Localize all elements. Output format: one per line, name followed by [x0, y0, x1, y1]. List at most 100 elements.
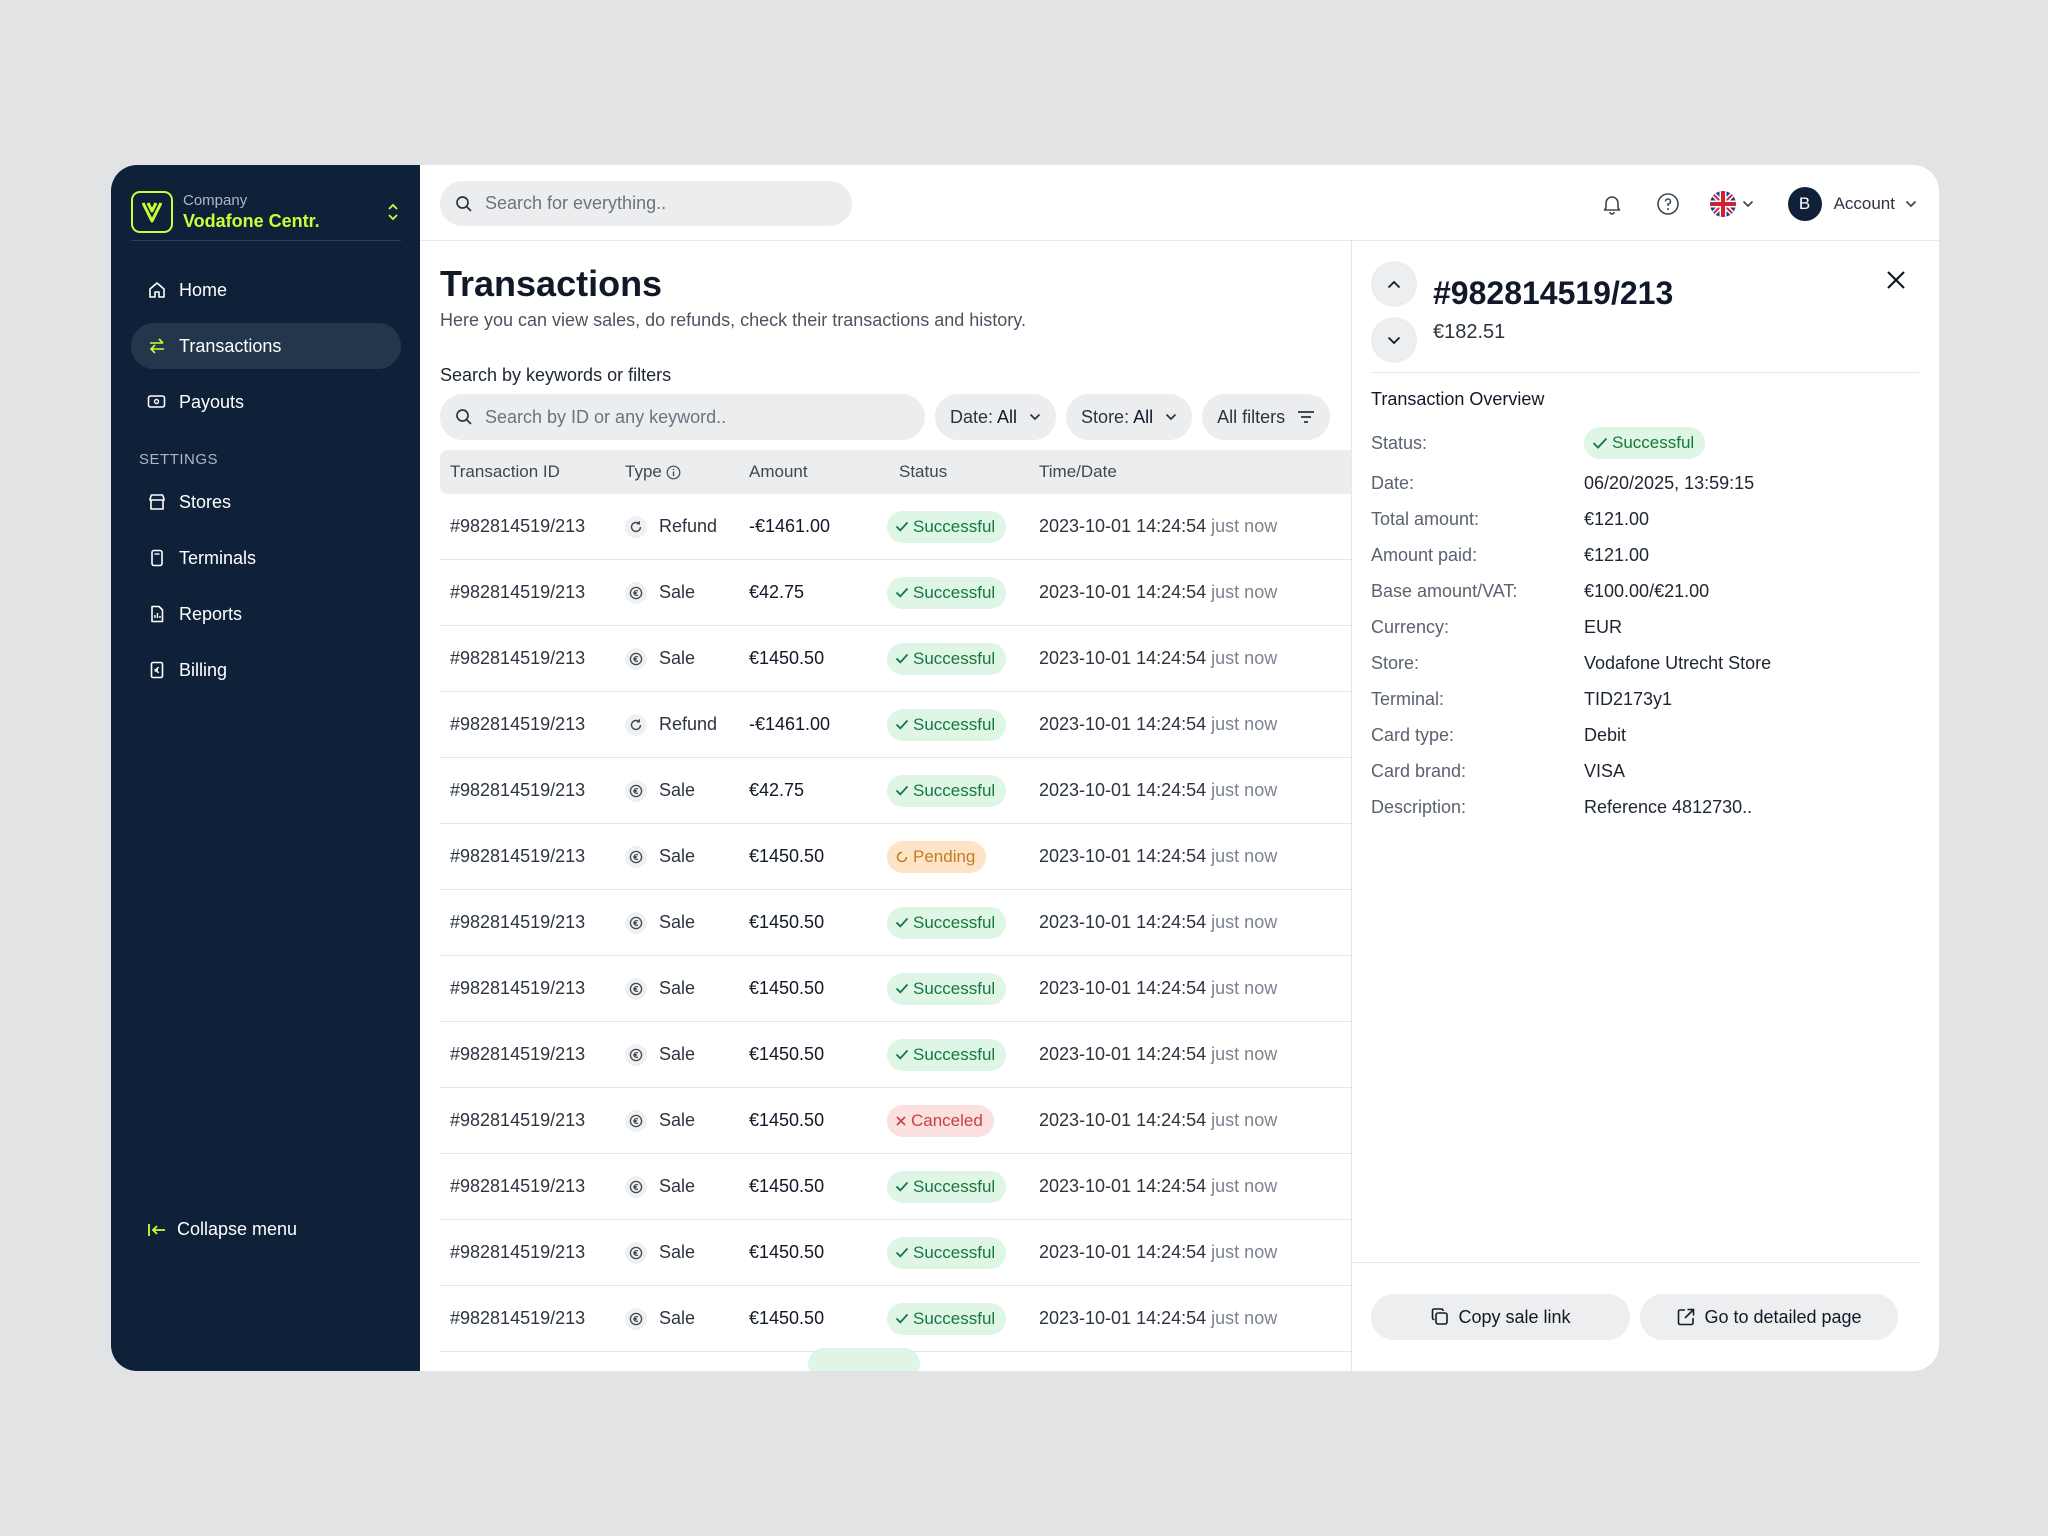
sidebar-item-reports[interactable]: Reports: [131, 591, 401, 637]
timestamp: 2023-10-01 14:24:54: [1039, 648, 1207, 668]
close-panel-button[interactable]: [1881, 265, 1911, 295]
transaction-id: #982814519/213: [450, 978, 586, 998]
transaction-id: #982814519/213: [450, 780, 586, 800]
company-name: Vodafone Centr.: [183, 211, 320, 231]
sidebar-item-home[interactable]: Home: [131, 267, 401, 313]
table-row[interactable]: #982814519/213 Refund -€1461.00 Successful 2…: [440, 494, 1351, 560]
transaction-amount: €1450.50: [749, 1308, 825, 1328]
table-row[interactable]: #982814519/213 Sale €42.75 Successful 2023-1…: [440, 758, 1351, 824]
sidebar-item-label: Billing: [179, 659, 228, 680]
table-row[interactable]: #982814519/213 Refund -€1461.00 Successful 2…: [440, 692, 1351, 758]
store-filter[interactable]: Store: All: [1066, 394, 1193, 440]
column-header-id[interactable]: Transaction ID: [450, 462, 560, 481]
sidebar-item-transactions[interactable]: Transactions: [131, 323, 401, 369]
euro-icon: [625, 581, 647, 604]
transaction-time: 2023-10-01 14:24:54 just now: [1039, 714, 1351, 735]
transaction-type: Sale: [625, 1241, 749, 1264]
main-nav: Home Transactions Payouts: [131, 267, 401, 435]
sidebar-item-payouts[interactable]: Payouts: [131, 379, 401, 425]
transaction-time: 2023-10-01 14:24:54 just now: [1039, 582, 1351, 603]
transaction-amount: €1450.50: [749, 912, 825, 932]
arrows-swap-icon: [147, 336, 167, 356]
status-text: Successful: [913, 780, 996, 800]
next-transaction-button[interactable]: [1371, 317, 1417, 363]
transaction-time: 2023-10-01 14:24:54 just now: [1039, 516, 1351, 537]
timestamp: 2023-10-01 14:24:54: [1039, 516, 1207, 536]
collapse-menu-button[interactable]: Collapse menu: [147, 1219, 297, 1240]
status-text: Successful: [913, 1176, 996, 1196]
check-icon: [895, 653, 913, 664]
detail-value: VISA: [1584, 760, 1626, 781]
go-to-detailed-page-button[interactable]: Go to detailed page: [1640, 1294, 1898, 1340]
global-search-input[interactable]: [485, 193, 805, 214]
status-text: Successful: [913, 912, 996, 932]
transaction-type: Sale: [625, 1109, 749, 1132]
transaction-amount: €1450.50: [749, 1044, 825, 1064]
uk-flag-icon: [1709, 191, 1736, 217]
timestamp: 2023-10-01 14:24:54: [1039, 780, 1207, 800]
sidebar-item-terminals[interactable]: Terminals: [131, 535, 401, 581]
transaction-type: Refund: [625, 515, 749, 538]
company-logo: [131, 191, 173, 233]
euro-icon: [625, 1307, 647, 1330]
table-row[interactable]: #982814519/213 Sale €1450.50 Successful 2023…: [440, 626, 1351, 692]
transaction-type: Refund: [625, 713, 749, 736]
account-menu[interactable]: B Account: [1787, 187, 1917, 221]
previous-transaction-button[interactable]: [1371, 261, 1417, 307]
all-filters-label: All filters: [1217, 406, 1286, 427]
date-filter[interactable]: Date: All: [935, 394, 1057, 440]
keyword-search-input[interactable]: [485, 406, 805, 428]
table-row[interactable]: #982814519/213 Sale €1450.50 Pending 2023-10…: [440, 824, 1351, 890]
table-row[interactable]: #982814519/213 Sale €1450.50 Canceled 2023-1…: [440, 1088, 1351, 1154]
copy-sale-link-button[interactable]: Copy sale link: [1371, 1294, 1630, 1340]
all-filters-button[interactable]: All filters: [1202, 394, 1331, 440]
keyword-search[interactable]: [440, 394, 925, 440]
home-icon: [147, 280, 167, 300]
help-button[interactable]: [1650, 186, 1686, 222]
transaction-id: #982814519/213: [450, 1308, 586, 1328]
sidebar-item-label: Reports: [179, 603, 243, 624]
sidebar-item-label: Transactions: [179, 335, 282, 356]
company-switcher[interactable]: Company Vodafone Centr.: [131, 181, 403, 243]
timestamp: 2023-10-01 14:24:54: [1039, 714, 1207, 734]
notifications-button[interactable]: [1594, 186, 1630, 222]
relative-time: just now: [1211, 1308, 1278, 1328]
table-row[interactable]: #982814519/213 Sale €1450.50 Successful 2023…: [440, 1286, 1351, 1352]
sidebar-item-label: Home: [179, 279, 228, 300]
transaction-type: Sale: [625, 1175, 749, 1198]
transaction-type-label: Sale: [659, 1044, 696, 1064]
euro-icon: [625, 1043, 647, 1066]
refund-icon: [625, 713, 647, 736]
relative-time: just now: [1211, 912, 1278, 932]
global-search[interactable]: [440, 181, 852, 226]
column-header-status[interactable]: Status: [899, 462, 948, 481]
search-icon: [455, 408, 473, 426]
detail-row: Card type: Debit: [1371, 717, 1911, 753]
store-filter-label: Store:: [1081, 406, 1130, 427]
table-row[interactable]: #982814519/213 Sale €1450.50 Successful 2023…: [440, 1022, 1351, 1088]
status-text: Successful: [913, 1308, 996, 1328]
transaction-type-label: Sale: [659, 1110, 696, 1130]
relative-time: just now: [1211, 582, 1278, 602]
status-badge: Canceled: [887, 1104, 994, 1137]
table-row[interactable]: #982814519/213 Sale €42.75 Successful 2023-1…: [440, 560, 1351, 626]
language-selector[interactable]: [1709, 191, 1754, 217]
table-row[interactable]: #982814519/213 Sale €1450.50 Successful 2023…: [440, 1154, 1351, 1220]
detail-value: Reference 4812730..: [1584, 796, 1753, 817]
column-header-type[interactable]: Type: [625, 462, 749, 482]
sidebar-item-billing[interactable]: Billing: [131, 647, 401, 693]
transaction-type-label: Sale: [659, 1242, 696, 1262]
relative-time: just now: [1211, 978, 1278, 998]
detail-label: Amount paid:: [1371, 544, 1478, 565]
column-header-time[interactable]: Time/Date: [1039, 462, 1117, 481]
detail-row: Base amount/VAT: €100.00/€21.00: [1371, 573, 1911, 609]
table-row[interactable]: #982814519/213 Sale €1450.50 Successful 2023…: [440, 890, 1351, 956]
transaction-amount: €1450.50: [749, 1110, 825, 1130]
transaction-type-label: Sale: [659, 1176, 696, 1196]
detail-value: Debit: [1584, 724, 1627, 745]
table-row[interactable]: #982814519/213 Sale €1450.50 Successful 2023…: [440, 956, 1351, 1022]
table-row[interactable]: #982814519/213 Sale €1450.50 Successful 2023…: [440, 1220, 1351, 1286]
sidebar-item-stores[interactable]: Stores: [131, 479, 401, 525]
column-header-amount[interactable]: Amount: [749, 462, 808, 481]
transaction-amount: €42.75: [749, 582, 805, 602]
